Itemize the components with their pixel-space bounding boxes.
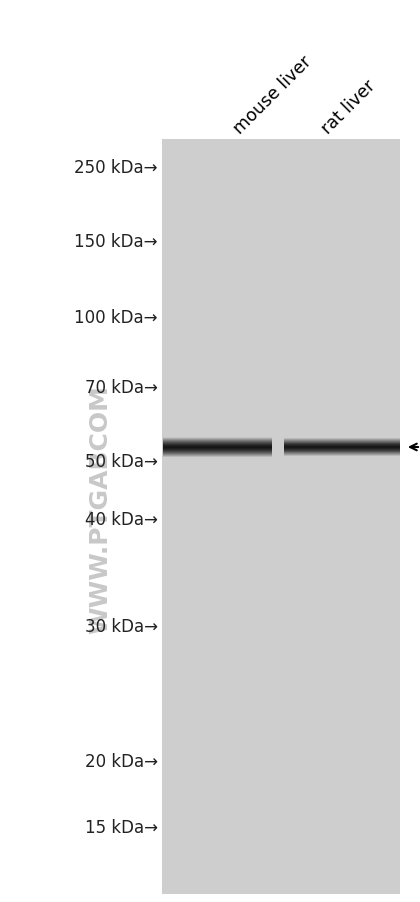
Bar [162, 140, 400, 894]
Text: mouse liver: mouse liver [230, 53, 315, 138]
Text: 20 kDa→: 20 kDa→ [85, 752, 158, 770]
Text: 15 kDa→: 15 kDa→ [85, 818, 158, 836]
Text: 70 kDa→: 70 kDa→ [85, 379, 158, 397]
Text: 30 kDa→: 30 kDa→ [85, 617, 158, 635]
Text: 250 kDa→: 250 kDa→ [74, 159, 158, 177]
Text: 40 kDa→: 40 kDa→ [85, 511, 158, 529]
Text: WWW.PTGABCOM: WWW.PTGABCOM [88, 385, 112, 634]
Text: 100 kDa→: 100 kDa→ [74, 308, 158, 327]
Text: 50 kDa→: 50 kDa→ [85, 453, 158, 471]
Text: 150 kDa→: 150 kDa→ [74, 233, 158, 251]
Text: rat liver: rat liver [318, 77, 379, 138]
